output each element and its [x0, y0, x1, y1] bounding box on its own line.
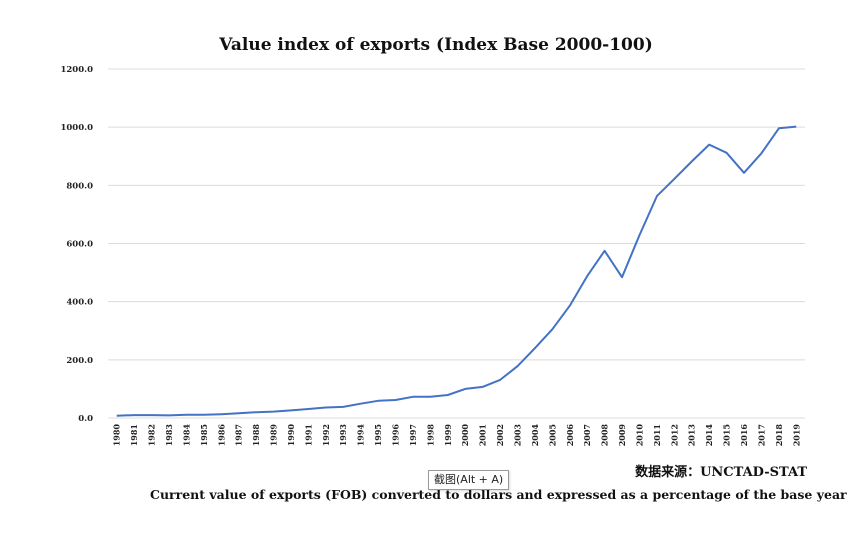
y-tick-label: 1000.0 [60, 123, 93, 133]
x-tick-label: 1986 [216, 424, 226, 447]
x-tick-label: 1990 [286, 424, 296, 447]
x-tick-label: 2016 [739, 424, 749, 447]
x-tick-label: 1993 [338, 424, 348, 447]
x-tick-label: 1982 [147, 424, 157, 446]
x-tick-label: 1988 [251, 424, 261, 447]
x-tick-label: 2013 [687, 424, 697, 447]
x-tick-label: 2004 [530, 424, 540, 447]
x-tick-label: 1985 [199, 424, 209, 446]
x-tick-label: 1984 [181, 424, 191, 447]
x-tick-label: 1998 [425, 424, 435, 447]
screenshot-tooltip: 截图(Alt + A) [428, 470, 510, 490]
x-tick-label: 2019 [791, 424, 801, 447]
y-tick-label: 600.0 [66, 240, 93, 250]
x-tick-label: 1981 [129, 424, 139, 446]
x-tick-label: 1991 [303, 424, 313, 446]
x-tick-label: 2017 [756, 424, 766, 446]
x-tick-label: 2000 [460, 424, 470, 447]
grid-lines [108, 68, 805, 419]
chart-title: Value index of exports (Index Base 2000-… [218, 35, 653, 55]
chart-note: Current value of exports (FOB) converted… [150, 487, 847, 502]
x-tick-label: 1989 [269, 424, 279, 447]
y-tick-label: 800.0 [66, 181, 93, 191]
y-axis-ticks: 0.0 200.0 400.0 600.0 800.0 1000.0 1200.0 [60, 65, 93, 424]
x-tick-label: 1999 [443, 424, 453, 447]
x-tick-label: 2009 [617, 424, 627, 447]
y-tick-label: 0.0 [78, 414, 93, 424]
x-tick-label: 2012 [669, 424, 679, 446]
x-tick-label: 2006 [565, 424, 575, 447]
x-tick-label: 1992 [321, 424, 331, 446]
data-source: 数据来源：UNCTAD-STAT [635, 465, 807, 480]
y-tick-label: 1200.0 [60, 65, 93, 75]
x-tick-label: 1995 [373, 424, 383, 446]
x-tick-label: 1994 [356, 424, 366, 447]
x-tick-label: 2003 [512, 424, 522, 447]
x-tick-label: 1996 [391, 424, 401, 447]
x-tick-label: 2018 [774, 424, 784, 447]
x-tick-label: 2002 [495, 424, 505, 446]
x-tick-label: 2015 [722, 424, 732, 446]
x-tick-label: 1987 [234, 424, 244, 446]
x-tick-label: 2001 [478, 424, 488, 446]
x-tick-label: 2011 [652, 424, 662, 446]
y-tick-label: 400.0 [66, 298, 93, 308]
y-tick-label: 200.0 [66, 356, 93, 366]
x-tick-label: 2007 [582, 424, 592, 446]
x-tick-label: 1980 [112, 424, 122, 447]
x-tick-label: 1997 [408, 424, 418, 446]
x-tick-label: 2008 [600, 424, 610, 447]
x-tick-label: 2010 [634, 424, 644, 447]
x-tick-label: 1983 [164, 424, 174, 447]
x-axis-ticks: 1980 1981 1982 1983 1984 1985 1986 1987 1988 1989… [112, 424, 802, 447]
x-tick-label: 2014 [704, 424, 714, 447]
series-line-exports-index [116, 125, 797, 417]
x-tick-label: 2005 [547, 424, 557, 446]
